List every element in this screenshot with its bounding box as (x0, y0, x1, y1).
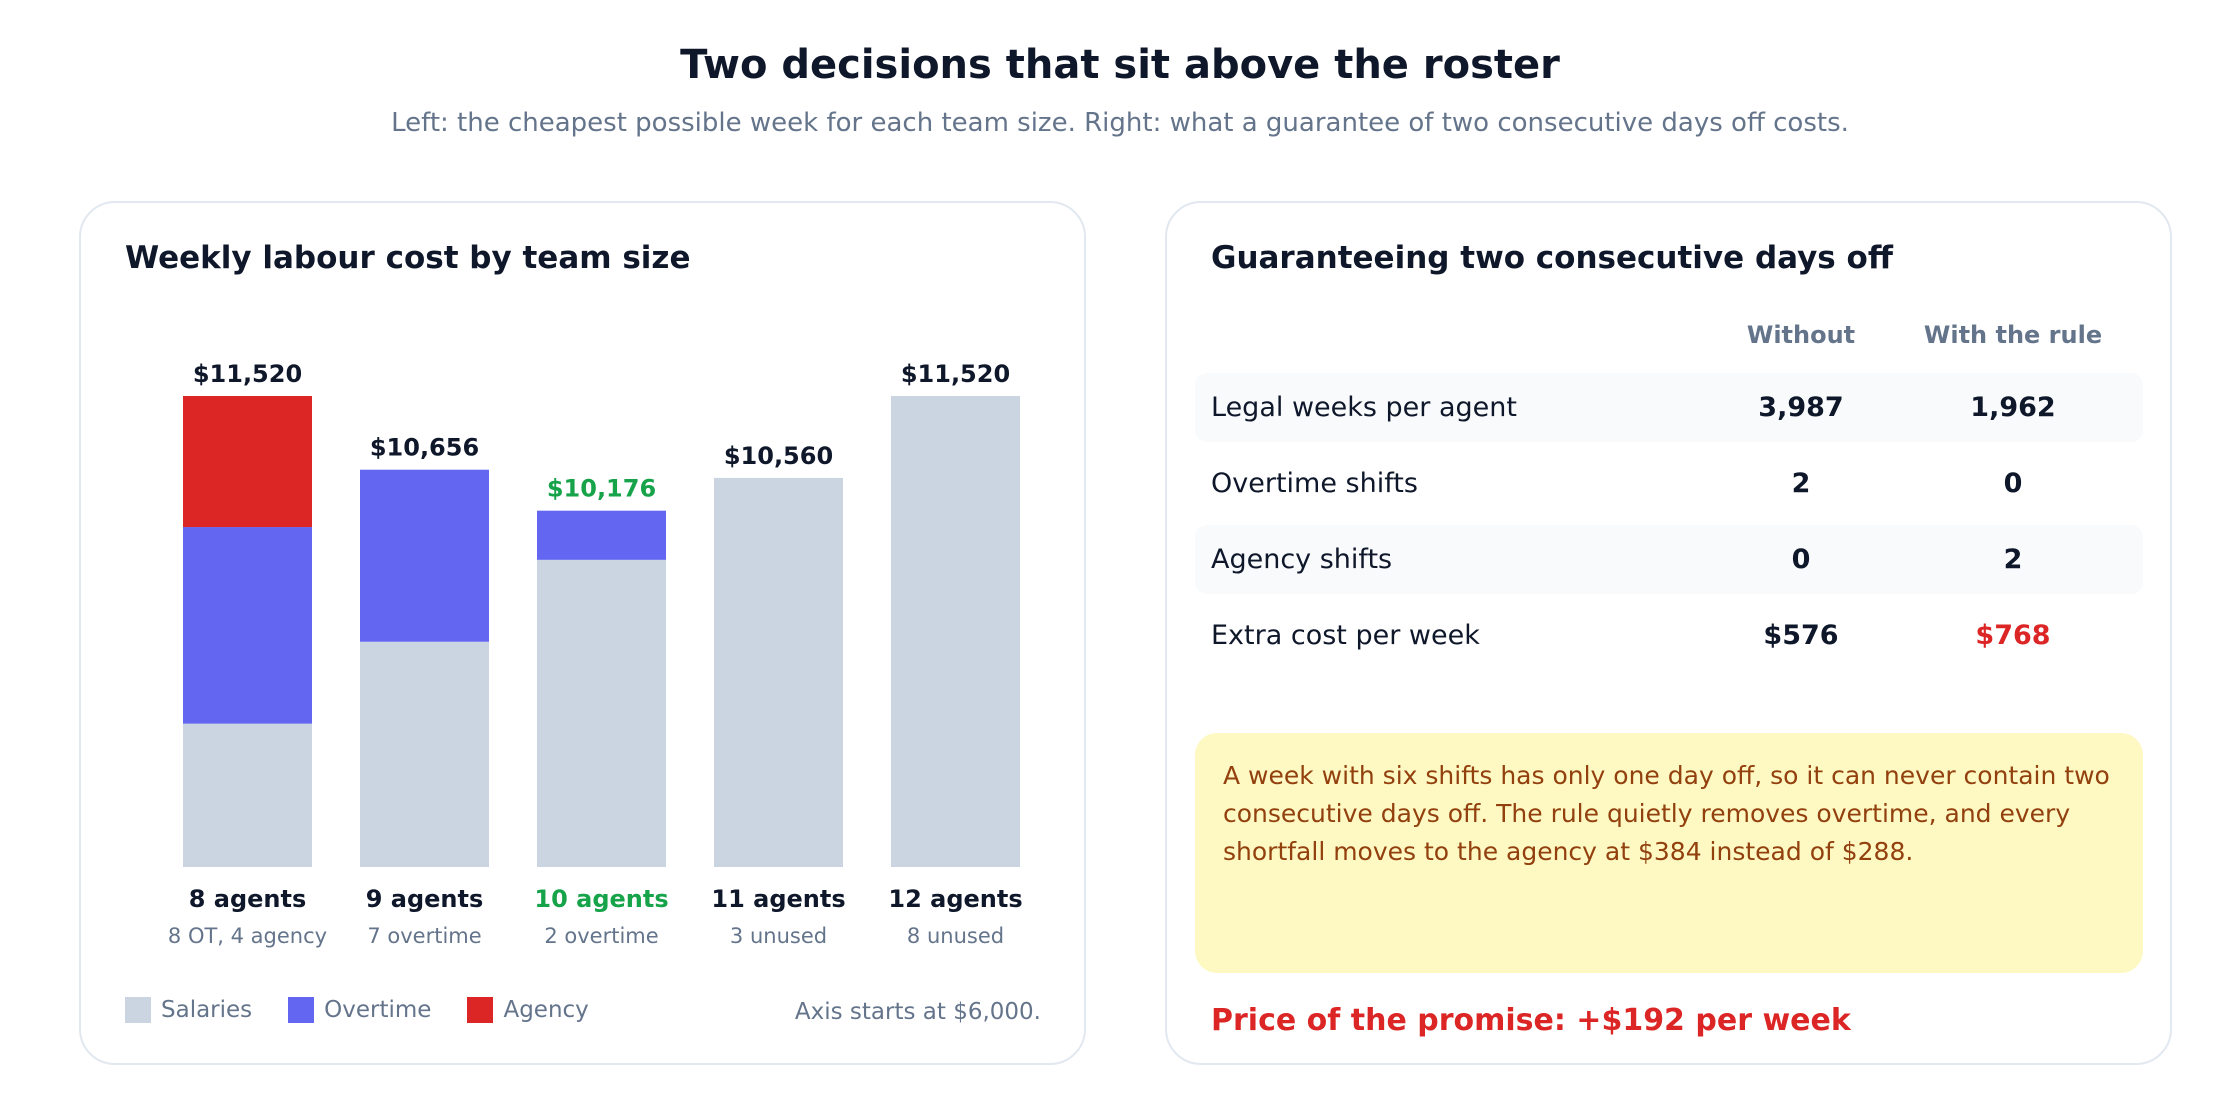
bar-segment-salaries (183, 723, 312, 867)
category-label: 8 agents (189, 885, 307, 913)
axis-note: Axis starts at $6,000. (794, 999, 1041, 1025)
legend-item-overtime: Overtime (288, 997, 431, 1023)
legend-label-agency: Agency (503, 997, 589, 1023)
value-without: 2 (1791, 468, 1811, 499)
value-with-rule: $768 (1975, 620, 2051, 651)
page-subtitle: Left: the cheapest possible week for eac… (391, 108, 1849, 138)
value-with-rule: 0 (2003, 468, 2023, 499)
table-header: Without With the rule (1195, 313, 2143, 373)
bar-segment-salaries (360, 641, 489, 867)
bar-segment-overtime (183, 527, 312, 724)
table-row: Extra cost per week $576 $768 (1195, 601, 2143, 670)
value-without: 3,987 (1758, 392, 1844, 423)
legend-item-salaries: Salaries (125, 997, 252, 1023)
table-title: Guaranteeing two consecutive days off (1211, 240, 1893, 276)
legend-swatch-salaries (125, 997, 151, 1023)
table-row: Legal weeks per agent 3,987 1,962 (1195, 373, 2143, 442)
bar-total-label: $11,520 (193, 360, 302, 388)
bar-total-label: $10,656 (370, 434, 479, 462)
explanation-note: A week with six shifts has only one day … (1195, 733, 2143, 973)
category-label: 10 agents (534, 885, 668, 913)
row-label: Agency shifts (1211, 544, 1393, 575)
row-label: Legal weeks per agent (1211, 392, 1517, 423)
category-label: 9 agents (366, 885, 484, 913)
value-with-rule: 2 (2003, 544, 2023, 575)
table-row: Agency shifts 0 2 (1195, 525, 2143, 594)
page-title: Two decisions that sit above the roster (680, 42, 1560, 88)
column-header-without: Without (1746, 321, 1856, 349)
consecutive-days-off-card: Guaranteeing two consecutive days off Wi… (1165, 201, 2172, 1065)
category-note: 8 unused (907, 924, 1004, 948)
category-label: 12 agents (888, 885, 1022, 913)
price-of-promise: Price of the promise: +$192 per week (1211, 1003, 1851, 1038)
chart-legend: Salaries Overtime Agency (125, 997, 625, 1023)
legend-item-agency: Agency (467, 997, 589, 1023)
category-label: 11 agents (711, 885, 845, 913)
chart-title: Weekly labour cost by team size (125, 240, 691, 276)
stacked-bar-chart: $11,520 8 agents 8 OT, 4 agency $10,656 9 ag… (168, 360, 1023, 948)
category-note: 3 unused (730, 924, 827, 948)
legend-label-salaries: Salaries (161, 997, 253, 1023)
bar-segment-overtime (537, 510, 666, 560)
bar-segment-salaries (537, 559, 666, 867)
category-note: 7 overtime (367, 924, 481, 948)
row-label: Overtime shifts (1211, 468, 1418, 499)
bar-total-label: $11,520 (901, 360, 1010, 388)
comparison-table: Without With the rule Legal weeks per ag… (1195, 313, 2143, 677)
legend-swatch-agency (467, 997, 494, 1023)
bar-total-label: $10,176 (547, 475, 656, 503)
row-label: Extra cost per week (1211, 620, 1480, 651)
legend-swatch-overtime (288, 997, 315, 1023)
bar-segment-agency (183, 396, 312, 528)
value-without: 0 (1791, 544, 1811, 575)
value-without: $576 (1763, 620, 1839, 651)
bar-total-label: $10,560 (724, 442, 833, 470)
bar-segment-overtime (360, 469, 489, 642)
legend-label-overtime: Overtime (324, 997, 432, 1023)
bar-segment-salaries (891, 396, 1020, 867)
column-header-with-rule: With the rule (1923, 321, 2103, 349)
category-note: 8 OT, 4 agency (168, 924, 327, 948)
labour-cost-card: Weekly labour cost by team size $11,520 8… (79, 201, 1086, 1065)
table-row: Overtime shifts 2 0 (1195, 449, 2143, 518)
category-note: 2 overtime (544, 924, 658, 948)
value-with-rule: 1,962 (1970, 392, 2056, 423)
bar-segment-salaries (714, 477, 843, 867)
